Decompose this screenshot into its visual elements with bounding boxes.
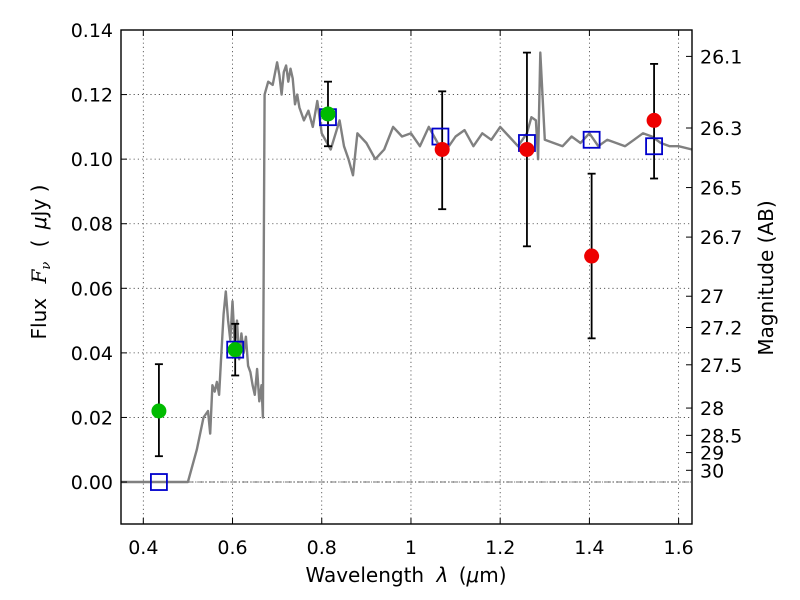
data-point xyxy=(320,106,336,122)
x-tick-label: 1.2 xyxy=(485,537,515,559)
y-tick-label: 0.06 xyxy=(71,278,113,300)
mag-tick-label: 26.1 xyxy=(700,46,742,68)
data-point xyxy=(584,248,600,264)
model-sed-group xyxy=(121,51,693,484)
y-tick-label: 0.12 xyxy=(71,85,113,107)
x-tick-label: 0.4 xyxy=(128,537,158,559)
right-axis-label: Magnitude (AB) xyxy=(754,200,778,355)
x-tick-label: 0.8 xyxy=(307,537,337,559)
markers-group xyxy=(150,106,663,491)
mag-tick-label: 27 xyxy=(700,286,724,308)
axes-group: 0.4 0.6 0.8 1 1.2 1.4 1.6 0.00 0.02 0.04 0.06 0.08 0… xyxy=(71,20,743,559)
data-point xyxy=(151,403,167,419)
y-tick-label: 0.04 xyxy=(71,343,113,365)
mag-tick-label: 28.5 xyxy=(700,425,742,447)
x-tick-label: 1 xyxy=(405,537,417,559)
mag-tick-label: 26.7 xyxy=(700,227,742,249)
x-tick-label: 1.6 xyxy=(664,537,694,559)
y-tick-label: 0.10 xyxy=(71,149,113,171)
data-point xyxy=(646,112,662,128)
mag-tick-label: 27.5 xyxy=(700,355,742,377)
model-photometry-point xyxy=(582,130,601,149)
labels-group: Wavelength λ (μm) Flux Fν ( μJy ) Magnit… xyxy=(27,185,778,587)
x-tick-label: 1.4 xyxy=(574,537,604,559)
y-tick-label: 0.08 xyxy=(71,214,113,236)
mag-tick-label: 30 xyxy=(700,460,724,482)
mag-tick-label: 27.2 xyxy=(700,317,742,339)
plot-frame xyxy=(120,29,693,525)
y-tick-label: 0.14 xyxy=(71,20,113,42)
error-bars-group xyxy=(154,51,659,458)
model-photometry-point xyxy=(645,137,663,156)
x-axis-label: Wavelength λ (μm) xyxy=(305,563,506,587)
data-point xyxy=(519,141,535,157)
model-photometry-point xyxy=(150,473,168,491)
x-tick-label: 0.6 xyxy=(217,537,247,559)
data-point xyxy=(434,141,450,157)
mag-tick-label: 26.3 xyxy=(700,118,742,140)
y-axis-label: Flux Fν ( μJy ) xyxy=(27,185,55,340)
y-tick-label: 0.00 xyxy=(71,472,113,494)
model-sed-line xyxy=(121,51,693,484)
mag-tick-label: 26.5 xyxy=(700,178,742,200)
model-photometry-point xyxy=(226,340,245,359)
y-tick-label: 0.02 xyxy=(71,407,113,429)
grid-lines xyxy=(121,29,692,524)
mag-tick-label: 29 xyxy=(700,443,724,465)
data-point xyxy=(227,342,243,358)
mag-tick-label: 28 xyxy=(700,398,724,420)
